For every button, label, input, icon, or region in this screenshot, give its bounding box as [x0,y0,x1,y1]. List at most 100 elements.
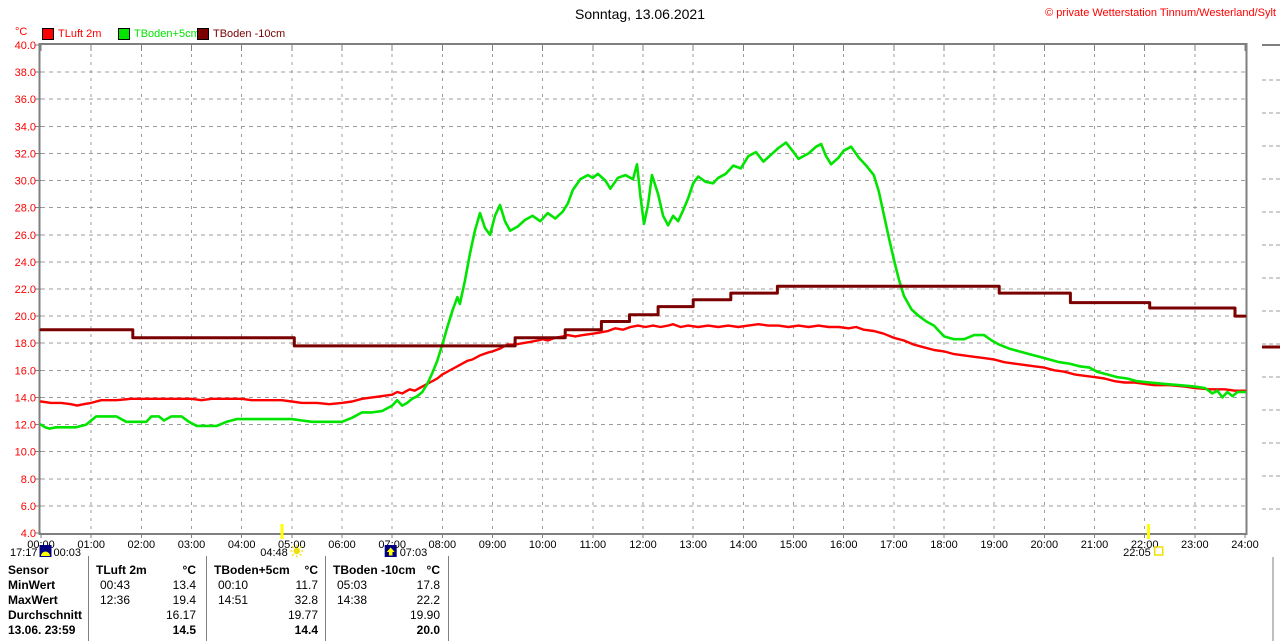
astro-time-label: 22:05 [1123,547,1151,559]
table-column-separator [88,556,89,641]
table-cell-time: 05:03 [337,578,368,592]
table-cell-time: 14:51 [218,593,249,607]
table-column-separator [325,556,326,641]
table-header-unit: °C [182,563,196,577]
y-tick-label: 40.0 [15,40,36,52]
y-tick-label: 8.0 [21,474,36,486]
table-cell-time: 00:43 [100,578,131,592]
astro-time-label: 17:17 [10,547,38,559]
y-axis-unit: °C [15,26,28,38]
table-row-label: 13.06. 23:59 [8,623,76,637]
table-header-unit: °C [426,563,440,577]
moonrise-icon [386,547,395,556]
table-cell-time: 12:36 [100,593,131,607]
y-tick-label: 6.0 [21,501,36,513]
table-cell-value: 22.2 [416,593,440,607]
copyright-notice: © private Wetterstation Tinnum/Westerlan… [1045,7,1276,19]
table-cell-value: 11.7 [295,578,318,592]
table-cell-value: 19.77 [287,608,318,622]
table-cell-value: 13.4 [172,578,196,592]
table-cell-value: 32.8 [294,593,318,607]
x-tick-label: 18:00 [930,539,958,551]
x-tick-label: 22:00 [1131,539,1159,551]
series-tboden-10cm [39,284,1247,348]
x-tick-label: 14:00 [730,539,758,551]
table-cell-value: 14.5 [172,623,196,637]
series-tluft-2m [39,323,1247,407]
astro-time-label: 00:03 [54,547,82,559]
table-header-unit: °C [304,563,318,577]
sun-icon [299,546,302,549]
table-row-label: MinWert [8,578,56,592]
x-tick-label: 10:00 [529,539,557,551]
astro-time-label: 04:48 [260,547,288,559]
table-row-label: MaxWert [8,593,58,607]
y-tick-label: 12.0 [15,420,36,432]
y-tick-label: 14.0 [15,392,36,404]
x-tick-label: 24:00 [1231,539,1259,551]
x-tick-label: 17:00 [880,539,908,551]
legend-label-tboden-10cm: TBoden -10cm [213,28,286,40]
astro-time-label: 07:03 [400,547,428,559]
chart-legend: TLuft 2m TBoden+5cm TBoden -10cm [0,28,1280,42]
table-cell-time: 14:38 [337,593,368,607]
x-tick-label: 20:00 [1031,539,1059,551]
table-column-separator [448,556,449,641]
y-tick-label: 4.0 [21,528,36,540]
table-header-sensor: Sensor [8,563,49,577]
x-tick-label: 21:00 [1081,539,1109,551]
x-tick-label: 03:00 [178,539,206,551]
x-tick-label: 05:00 [278,539,306,551]
y-tick-label: 10.0 [15,447,36,459]
x-tick-label: 04:00 [228,539,256,551]
legend-swatch-tluft-2m [42,28,54,40]
y-tick-label: 34.0 [15,121,36,133]
table-cell-value: 14.4 [294,623,318,637]
table-cell-value: 17.8 [416,578,440,592]
y-tick-label: 16.0 [15,365,36,377]
y-tick-label: 32.0 [15,148,36,160]
table-column-separator [206,556,207,641]
y-tick-label: 26.0 [15,230,36,242]
sun-icon [291,553,295,556]
page-title: Sonntag, 13.06.2021 [574,6,705,22]
x-tick-label: 16:00 [830,539,858,551]
y-tick-label: 18.0 [15,338,36,350]
sun-icon [299,553,302,556]
table-cell-value: 20.0 [416,623,440,637]
y-tick-label: 24.0 [15,257,36,269]
y-tick-label: 38.0 [15,67,36,79]
x-tick-label: 13:00 [679,539,707,551]
legend-label-tluft-2m: TLuft 2m [58,28,102,40]
y-tick-label: 20.0 [15,311,36,323]
table-header-name: TBoden -10cm [333,563,416,577]
table-header-name: TLuft 2m [96,563,147,577]
sun-icon [291,546,295,549]
table-cell-value: 19.4 [172,593,196,607]
x-tick-label: 15:00 [780,539,808,551]
legend-item-tluft-2m: TLuft 2m [42,28,101,40]
legend-swatch-tboden-10cm [197,28,209,40]
table-cell-value: 19.90 [409,608,440,622]
x-tick-label: 06:00 [328,539,356,551]
x-tick-label: 08:00 [429,539,457,551]
x-tick-label: 23:00 [1181,539,1209,551]
moon-icon [41,551,50,556]
sun-icon [293,547,300,555]
table-cell-value: 16.17 [165,608,196,622]
series-tboden-5cm [39,141,1247,430]
y-tick-label: 22.0 [15,284,36,296]
y-tick-label: 28.0 [15,203,36,215]
x-tick-label: 09:00 [479,539,507,551]
y-tick-label: 30.0 [15,176,36,188]
x-tick-label: 11:00 [579,539,606,551]
legend-item-tboden-10cm: TBoden -10cm [197,28,285,40]
x-tick-label: 19:00 [980,539,1008,551]
x-tick-label: 12:00 [629,539,657,551]
legend-swatch-tboden-5cm [118,28,130,40]
y-tick-label: 36.0 [15,94,36,106]
sunset-icon [1153,546,1164,556]
x-tick-label: 01:00 [77,539,105,551]
table-cell-time: 00:10 [218,578,249,592]
